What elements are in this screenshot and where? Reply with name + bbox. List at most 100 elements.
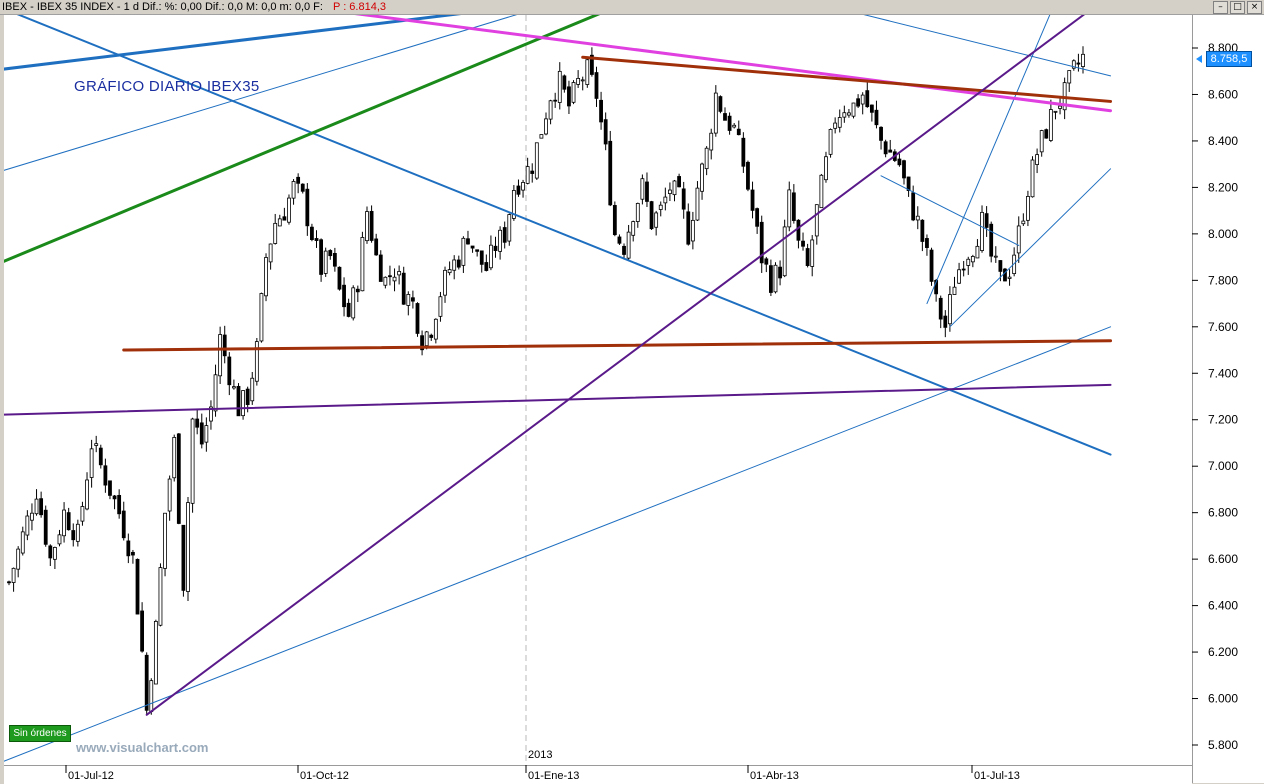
candle-body (429, 334, 434, 338)
candle-body (778, 266, 782, 279)
candle-body (461, 237, 466, 266)
candle-body (681, 188, 686, 210)
candle-body (502, 227, 507, 243)
candle-body (85, 479, 89, 510)
candle-body (732, 124, 737, 128)
candle-body (346, 302, 351, 317)
candle-body (787, 189, 792, 228)
candle-body (833, 122, 838, 129)
candle-body (704, 147, 709, 170)
candle-body (631, 221, 636, 236)
candle-body (296, 176, 301, 184)
candle-body (879, 126, 883, 141)
candle-body (153, 621, 158, 685)
candle-body (993, 255, 998, 258)
candle-body (71, 530, 76, 541)
candle-body (856, 98, 861, 107)
candle-body (810, 239, 815, 267)
price-readout: P : 6.814,3 (333, 1, 387, 13)
candle-body (392, 276, 397, 282)
last-price-badge: 8.758,5 (1206, 51, 1252, 67)
candle-body (989, 223, 994, 257)
price-axis[interactable] (1192, 15, 1264, 783)
trendline (581, 55, 1113, 103)
candle-body (1039, 130, 1044, 153)
chart-plot-area[interactable] (4, 15, 1192, 765)
candle-body (750, 189, 755, 211)
candle-body (135, 558, 140, 615)
candle-body (557, 70, 562, 103)
candle-body (30, 512, 34, 521)
candle-body (888, 149, 893, 153)
candle-body (305, 188, 310, 227)
candle-body (984, 213, 989, 228)
date-axis[interactable] (4, 765, 1192, 784)
candle-body (1058, 105, 1062, 109)
trendline (4, 15, 462, 71)
candle-body (287, 197, 291, 223)
candle-body (782, 226, 787, 277)
candle-body (268, 243, 273, 263)
candle-body (1071, 60, 1076, 69)
candle-body (43, 509, 48, 545)
x-tick-label: 01-Ene-13 (528, 770, 579, 782)
y-tick-label: 7.000 (1208, 459, 1238, 473)
candle-body (351, 287, 356, 319)
candle-body (814, 204, 819, 237)
candle-body (273, 222, 278, 244)
y-tick-label: 8.600 (1208, 87, 1238, 101)
candle-body (663, 196, 668, 204)
candle-body (929, 249, 934, 282)
candle-body (791, 192, 796, 221)
candle-body (938, 297, 943, 320)
candle-body (433, 318, 438, 340)
candle-body (167, 478, 172, 512)
candle-body (741, 137, 746, 167)
candle-body (755, 208, 760, 227)
close-button[interactable]: × (1247, 1, 1262, 14)
y-tick-label: 6.400 (1208, 599, 1238, 613)
candle-body (337, 266, 342, 290)
window-controls: – □ × (1213, 1, 1262, 14)
candle-body (553, 99, 558, 102)
candle-body (291, 181, 296, 199)
candle-body (195, 418, 200, 428)
minimize-button[interactable]: – (1213, 1, 1228, 14)
candle-body (424, 331, 429, 347)
candle-body (562, 75, 567, 90)
candle-body (163, 512, 167, 569)
candle-body (378, 254, 383, 282)
candle-body (589, 54, 594, 75)
candle-body (94, 443, 99, 446)
candle-body (227, 356, 232, 386)
candle-body (695, 187, 700, 221)
candle-body (181, 524, 186, 591)
gridlines (525, 15, 1202, 765)
candle-body (438, 296, 443, 317)
candle-body (420, 335, 424, 351)
candle-body (103, 465, 108, 486)
candle-body (126, 540, 131, 557)
candle-body (851, 102, 856, 117)
candle-body (66, 512, 71, 531)
candle-body (172, 437, 177, 479)
candle-body (1007, 276, 1012, 279)
candle-body (328, 250, 333, 257)
maximize-button[interactable]: □ (1230, 1, 1245, 14)
candle-body (805, 248, 810, 266)
y-axis-ticks: 8.8008.6008.4008.2008.0007.8007.6007.400… (1192, 41, 1238, 752)
candle-body (475, 249, 480, 252)
candle-body (645, 181, 649, 202)
candle-body (658, 204, 663, 210)
candle-body (16, 548, 21, 570)
orders-status-badge[interactable]: Sin órdenes (9, 725, 71, 742)
candle-body (746, 161, 750, 190)
candle-body (920, 219, 925, 242)
candle-body (539, 134, 544, 139)
candle-body (961, 268, 966, 271)
candle-body (397, 271, 402, 276)
candle-body (521, 182, 525, 191)
candle-body (865, 90, 870, 108)
candles-series (7, 46, 1085, 716)
